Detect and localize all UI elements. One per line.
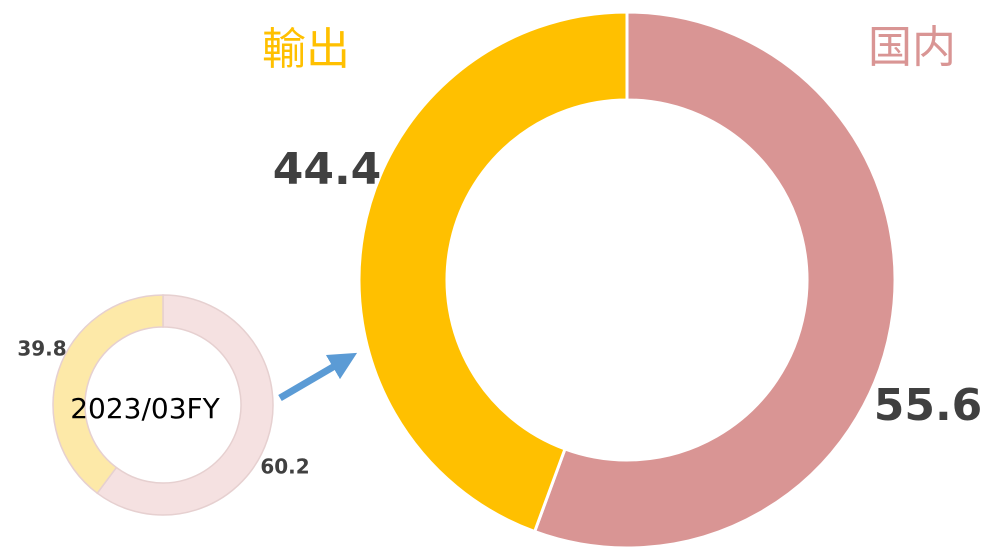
arrow — [278, 352, 358, 402]
category-label: 輸出 — [262, 24, 350, 75]
chart-label: 2023/03FY — [70, 392, 220, 425]
value-label: 44.4 — [273, 144, 382, 195]
value-label: 39.8 — [17, 337, 66, 361]
category-label: 国内 — [868, 22, 956, 73]
donut-segment — [96, 294, 274, 516]
value-label: 55.6 — [874, 380, 981, 431]
donut-segment — [357, 10, 629, 534]
donut-segment — [532, 10, 897, 549]
donut-segment — [52, 294, 164, 495]
value-label: 60.2 — [260, 455, 309, 479]
